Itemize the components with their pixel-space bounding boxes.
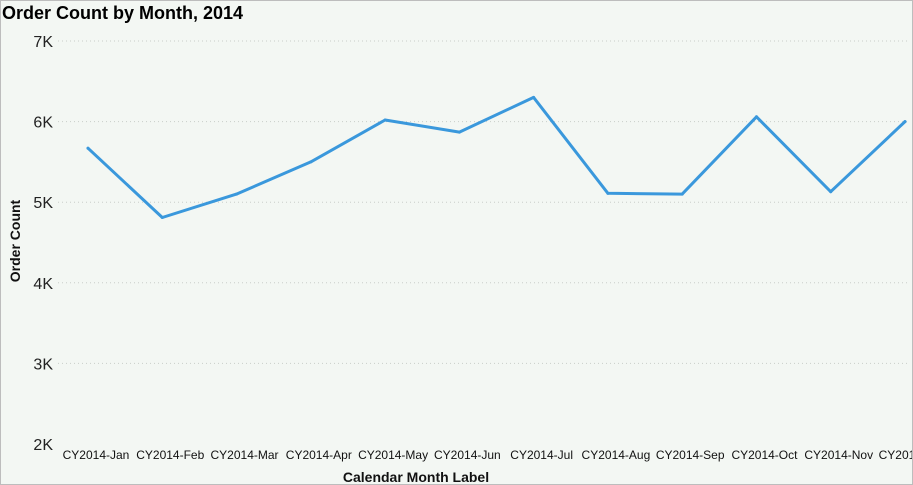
chart-title: Order Count by Month, 2014 (2, 3, 244, 23)
y-tick-label: 7K (33, 34, 53, 51)
data-point (903, 120, 907, 124)
x-tick-label: CY2014-Dec (879, 448, 912, 462)
x-tick-label: CY2014-Sep (656, 448, 725, 462)
data-point (160, 216, 164, 220)
gridlines (58, 40, 908, 364)
data-point (309, 160, 313, 164)
data-point (680, 192, 684, 196)
data-point (383, 118, 387, 122)
data-point (829, 190, 833, 194)
x-tick-label: CY2014-Jun (434, 448, 501, 462)
x-tick-label: CY2014-Apr (286, 448, 352, 462)
x-tick-label: CY2014-Mar (211, 448, 279, 462)
series-line (86, 95, 907, 219)
data-point (86, 146, 90, 150)
y-tick-label: 3K (33, 356, 53, 373)
y-axis-title: Order Count (7, 199, 23, 282)
y-tick-label: 4K (33, 276, 53, 293)
x-tick-label: CY2014-Nov (804, 448, 873, 462)
y-tick-label: 5K (33, 195, 53, 212)
x-tick-label: CY2014-Oct (731, 448, 798, 462)
x-tick-label: CY2014-Jul (510, 448, 573, 462)
x-tick-label: CY2014-Jan (63, 448, 130, 462)
data-point (606, 191, 610, 195)
x-tick-label: CY2014-May (358, 448, 428, 462)
y-axis-ticks: 2K 3K 4K 5K 6K 7K (33, 34, 53, 454)
x-axis-ticks: CY2014-Jan CY2014-Feb CY2014-Mar CY2014-Apr… (63, 448, 912, 462)
x-tick-label: CY2014-Feb (136, 448, 204, 462)
y-tick-label: 6K (33, 115, 53, 132)
y-tick-label: 2K (33, 437, 53, 454)
data-point (457, 130, 461, 134)
series-group (86, 95, 907, 220)
data-point (754, 115, 758, 119)
data-point (235, 192, 239, 196)
data-point (532, 95, 536, 99)
x-axis-title: Calendar Month Label (343, 469, 489, 484)
x-tick-label: CY2014-Aug (582, 448, 651, 462)
